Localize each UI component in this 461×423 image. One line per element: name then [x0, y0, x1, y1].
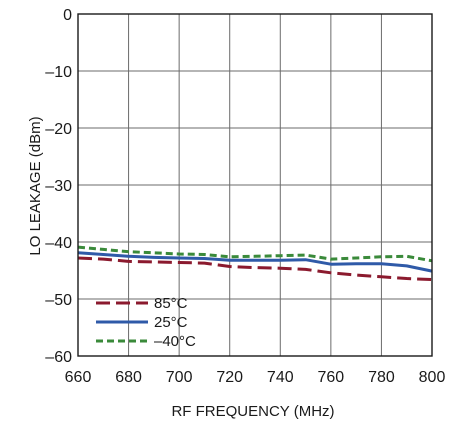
- x-tick-label: 680: [115, 369, 142, 386]
- x-tick-label: 660: [65, 369, 92, 386]
- legend: 85°C 25°C –40°C: [96, 295, 196, 350]
- y-tick-label: –20: [45, 121, 72, 138]
- y-tick-label: –10: [45, 64, 72, 81]
- x-tick-labels: 660 680 700 720 740 760 780 800: [65, 369, 446, 386]
- legend-label: 85°C: [154, 295, 188, 312]
- plot-frame: [77, 13, 433, 357]
- y-tick-label: –30: [45, 178, 72, 195]
- y-tick-labels: 0 –10 –20 –30 –40 –50 –60: [45, 7, 72, 366]
- y-tick-label: –40: [45, 235, 72, 252]
- y-tick-label: –60: [45, 349, 72, 366]
- legend-label: –40°C: [154, 333, 196, 350]
- y-tick-label: 0: [63, 7, 72, 24]
- series-lines: [77, 245, 433, 282]
- x-tick-label: 740: [267, 369, 294, 386]
- y-tick-label: –50: [45, 292, 72, 309]
- x-tick-label: 700: [166, 369, 193, 386]
- x-tick-label: 760: [318, 369, 345, 386]
- x-tick-label: 780: [368, 369, 395, 386]
- x-tick-label: 720: [216, 369, 243, 386]
- x-axis-label: RF FREQUENCY (MHz): [171, 403, 334, 420]
- series-line-2: [77, 245, 433, 263]
- series-line-1: [77, 251, 433, 273]
- x-tick-label: 800: [419, 369, 446, 386]
- y-axis-label: LO LEAKAGE (dBm): [27, 116, 44, 255]
- legend-label: 25°C: [154, 314, 188, 331]
- grid: [78, 14, 432, 356]
